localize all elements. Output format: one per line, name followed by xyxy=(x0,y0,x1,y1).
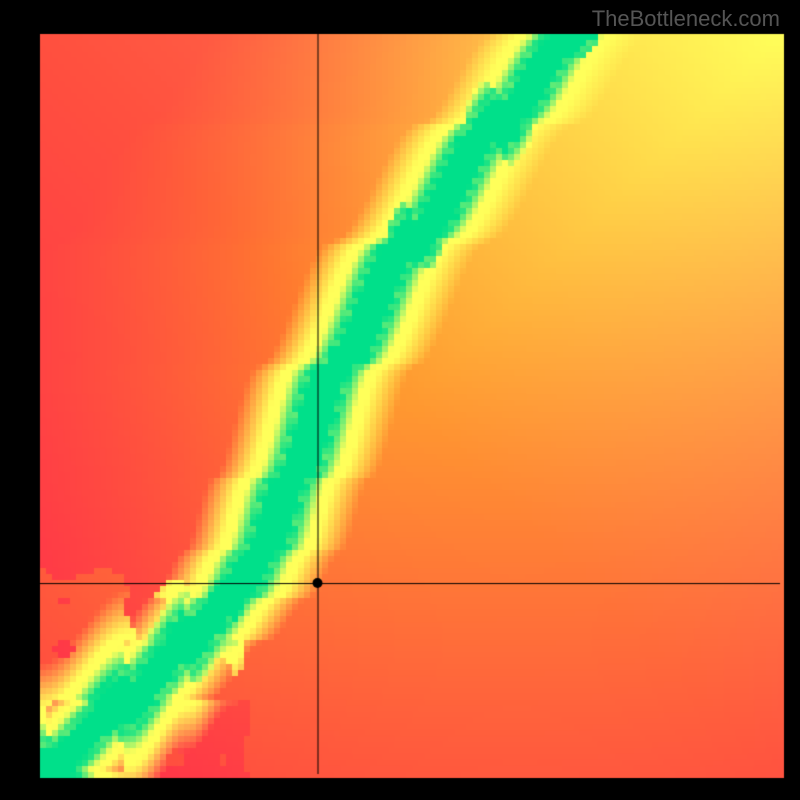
watermark-text: TheBottleneck.com xyxy=(592,6,780,32)
chart-container: TheBottleneck.com xyxy=(0,0,800,800)
heatmap-canvas xyxy=(0,0,800,800)
